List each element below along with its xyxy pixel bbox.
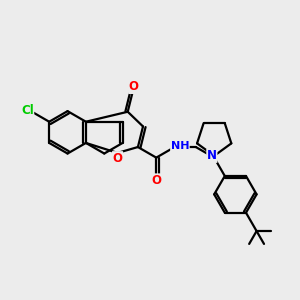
- Text: N: N: [207, 149, 217, 162]
- Text: O: O: [129, 80, 139, 93]
- Text: O: O: [151, 174, 161, 187]
- Text: O: O: [112, 152, 122, 165]
- Text: Cl: Cl: [21, 104, 34, 117]
- Text: NH: NH: [171, 141, 189, 151]
